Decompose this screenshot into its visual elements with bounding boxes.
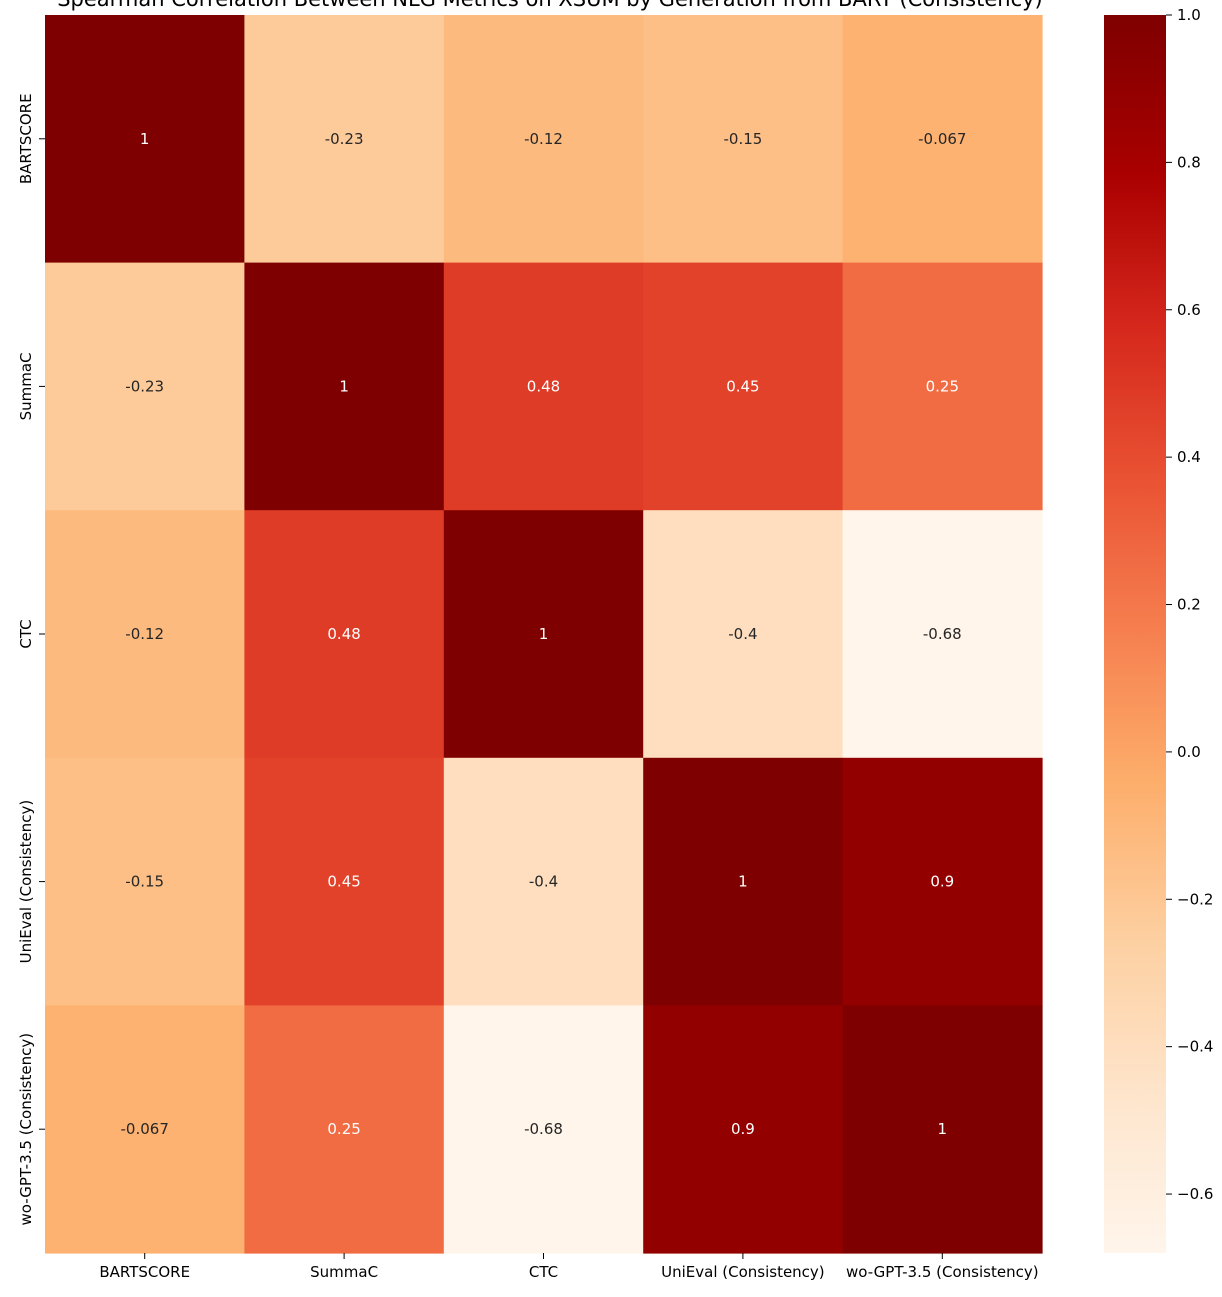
- heatmap-cell-3-3: [643, 757, 844, 1006]
- heatmap-cell-2-3: [643, 510, 844, 759]
- heatmap-cell-1-2: [443, 262, 644, 511]
- cell-label-3-1: 0.45: [327, 873, 360, 891]
- heatmap-cell-0-0: [45, 15, 245, 264]
- cell-label-0-3: -0.15: [723, 130, 762, 148]
- cell-label-0-0: 1: [140, 130, 150, 148]
- cell-label-4-1: 0.25: [327, 1120, 360, 1138]
- cell-label-2-1: 0.48: [327, 625, 360, 643]
- cell-label-4-3: 0.9: [731, 1120, 755, 1138]
- heatmap-cell-3-4: [842, 757, 1043, 1006]
- colorbar-tick-label: −0.6: [1177, 1185, 1213, 1203]
- x-tick-label: SummaC: [310, 1263, 378, 1281]
- heatmap-cell-3-1: [244, 757, 445, 1006]
- heatmap-cell-1-1: [244, 262, 445, 511]
- heatmap-cell-3-0: [45, 757, 245, 1006]
- cell-label-0-2: -0.12: [524, 130, 563, 148]
- colorbar-tick-label: 1.0: [1177, 6, 1201, 24]
- x-axis: BARTSCORE SummaC CTC UniEval (Consistency) w…: [99, 1253, 1039, 1281]
- y-tick-label: UniEval (Consistency): [17, 800, 35, 964]
- heatmap-cell-2-2: [443, 510, 644, 759]
- chart-title: Spearman Correlation Between NLG Metrics…: [57, 0, 1043, 11]
- y-tick-label: CTC: [17, 619, 35, 648]
- heatmap-cell-4-1: [244, 1005, 445, 1254]
- heatmap-cell-3-2: [443, 757, 644, 1006]
- heatmap-cell-0-2: [443, 15, 644, 264]
- heatmap-cells: 1 -0.23 -0.12 -0.15 -0.067 -0.23 1 0.48 0.45 0.25…: [45, 15, 1043, 1254]
- heatmap-cell-4-3: [643, 1005, 844, 1254]
- heatmap-cell-0-3: [643, 15, 844, 264]
- x-tick-label: BARTSCORE: [99, 1263, 190, 1281]
- x-tick-label: UniEval (Consistency): [661, 1263, 825, 1281]
- cell-label-4-0: -0.067: [121, 1120, 169, 1138]
- y-axis: BARTSCORE SummaC CTC UniEval (Consistency) w…: [17, 93, 45, 1225]
- cell-label-0-4: -0.067: [918, 130, 966, 148]
- y-tick-label: SummaC: [17, 352, 35, 420]
- cell-label-2-0: -0.12: [125, 625, 164, 643]
- heatmap-cell-1-0: [45, 262, 245, 511]
- cell-label-3-3: 1: [738, 873, 748, 891]
- heatmap-cell-4-2: [443, 1005, 644, 1254]
- y-tick-label: wo-GPT-3.5 (Consistency): [17, 1033, 35, 1226]
- colorbar-tick-label: 0.2: [1177, 596, 1201, 614]
- cell-label-1-1: 1: [339, 377, 349, 395]
- cell-label-1-0: -0.23: [125, 377, 164, 395]
- cell-label-3-4: 0.9: [930, 873, 954, 891]
- heatmap-cell-1-3: [643, 262, 844, 511]
- cell-label-2-3: -0.4: [728, 625, 757, 643]
- heatmap-cell-4-4: [842, 1005, 1043, 1254]
- heatmap-cell-1-4: [842, 262, 1043, 511]
- y-tick-label: BARTSCORE: [17, 93, 35, 184]
- heatmap-cell-0-1: [244, 15, 445, 264]
- heatmap-cell-2-4: [842, 510, 1043, 759]
- cell-label-1-4: 0.25: [926, 377, 959, 395]
- colorbar-tick-label: 0.4: [1177, 448, 1201, 466]
- cell-label-0-1: -0.23: [325, 130, 364, 148]
- heatmap-cell-4-0: [45, 1005, 245, 1254]
- colorbar: 1.0 0.8 0.6 0.4 0.2 0.0 −0.2 −0.4 −0.6: [1104, 6, 1213, 1253]
- cell-label-3-2: -0.4: [529, 873, 558, 891]
- colorbar-tick-label: −0.4: [1177, 1038, 1213, 1056]
- cell-label-3-0: -0.15: [125, 873, 164, 891]
- cell-label-1-2: 0.48: [527, 377, 560, 395]
- cell-label-4-4: 1: [938, 1120, 948, 1138]
- heatmap-cell-2-0: [45, 510, 245, 759]
- colorbar-tick-label: 0.8: [1177, 153, 1201, 171]
- heatmap-cell-2-1: [244, 510, 445, 759]
- colorbar-tick-label: 0.0: [1177, 743, 1201, 761]
- cell-label-2-4: -0.68: [923, 625, 962, 643]
- colorbar-tick-label: −0.2: [1177, 890, 1213, 908]
- cell-label-1-3: 0.45: [726, 377, 759, 395]
- colorbar-tick-label: 0.6: [1177, 301, 1201, 319]
- cell-label-2-2: 1: [539, 625, 549, 643]
- cell-label-4-2: -0.68: [524, 1120, 563, 1138]
- heatmap-cell-0-4: [842, 15, 1043, 264]
- colorbar-gradient: [1104, 15, 1166, 1253]
- x-tick-label: wo-GPT-3.5 (Consistency): [846, 1263, 1039, 1281]
- x-tick-label: CTC: [529, 1263, 558, 1281]
